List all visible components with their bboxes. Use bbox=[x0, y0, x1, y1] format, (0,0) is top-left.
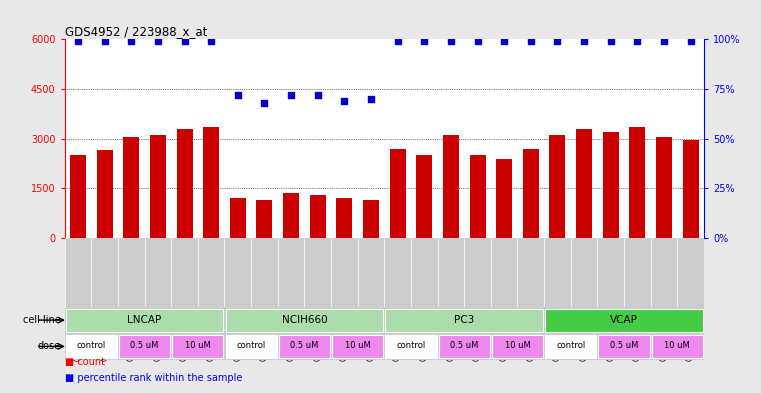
Text: dose: dose bbox=[38, 342, 61, 351]
Bar bbox=[470, 155, 486, 238]
Bar bbox=[172, 335, 224, 358]
Text: 10 uM: 10 uM bbox=[185, 342, 211, 351]
Text: VCAP: VCAP bbox=[610, 314, 638, 325]
Point bbox=[231, 92, 244, 98]
Text: 10 uM: 10 uM bbox=[505, 342, 530, 351]
Bar bbox=[492, 335, 543, 358]
Point bbox=[604, 38, 616, 44]
Text: control: control bbox=[237, 342, 266, 351]
Text: 0.5 uM: 0.5 uM bbox=[130, 342, 159, 351]
Text: GDS4952 / 223988_x_at: GDS4952 / 223988_x_at bbox=[65, 25, 207, 38]
Bar bbox=[332, 335, 384, 358]
Bar bbox=[97, 151, 113, 238]
Text: NCIH660: NCIH660 bbox=[282, 314, 327, 325]
Bar bbox=[150, 136, 166, 238]
Point bbox=[72, 38, 84, 44]
Text: ■ percentile rank within the sample: ■ percentile rank within the sample bbox=[65, 373, 242, 383]
Point bbox=[391, 38, 403, 44]
Bar bbox=[549, 136, 565, 238]
Text: ■ count: ■ count bbox=[65, 358, 105, 367]
Text: 10 uM: 10 uM bbox=[664, 342, 690, 351]
Bar bbox=[443, 136, 459, 238]
Point bbox=[151, 38, 164, 44]
Bar bbox=[438, 335, 490, 358]
Point bbox=[498, 38, 510, 44]
Text: LNCAP: LNCAP bbox=[127, 314, 162, 325]
Point bbox=[524, 38, 537, 44]
Point bbox=[125, 38, 137, 44]
Point bbox=[551, 38, 563, 44]
Text: 10 uM: 10 uM bbox=[345, 342, 371, 351]
Point bbox=[178, 38, 190, 44]
Point bbox=[98, 38, 111, 44]
Bar bbox=[603, 132, 619, 238]
Bar bbox=[576, 129, 592, 238]
Bar bbox=[651, 335, 703, 358]
Bar bbox=[65, 335, 117, 358]
Bar bbox=[70, 155, 86, 238]
Point bbox=[444, 38, 457, 44]
Point bbox=[658, 38, 670, 44]
Bar bbox=[545, 335, 597, 358]
Bar bbox=[598, 335, 650, 358]
Bar bbox=[123, 137, 139, 238]
Bar bbox=[225, 309, 384, 332]
Text: cell line: cell line bbox=[23, 315, 61, 325]
Point bbox=[578, 38, 590, 44]
Text: control: control bbox=[77, 342, 106, 351]
Bar bbox=[230, 198, 246, 238]
Point bbox=[471, 38, 484, 44]
Point bbox=[338, 98, 350, 104]
Bar bbox=[683, 140, 699, 238]
Bar bbox=[65, 309, 224, 332]
Text: control: control bbox=[396, 342, 425, 351]
Point bbox=[258, 100, 271, 106]
Bar bbox=[119, 335, 170, 358]
Point bbox=[205, 38, 218, 44]
Bar bbox=[363, 200, 379, 238]
Point bbox=[285, 92, 297, 98]
Bar bbox=[256, 200, 272, 238]
Bar bbox=[416, 155, 432, 238]
Bar bbox=[385, 309, 543, 332]
Text: 0.5 uM: 0.5 uM bbox=[290, 342, 319, 351]
Bar bbox=[629, 127, 645, 238]
Point bbox=[419, 38, 431, 44]
Bar bbox=[283, 193, 299, 238]
Text: PC3: PC3 bbox=[454, 314, 474, 325]
Point bbox=[684, 38, 696, 44]
Bar bbox=[385, 335, 437, 358]
Bar bbox=[336, 198, 352, 238]
Bar bbox=[523, 149, 539, 238]
Text: control: control bbox=[556, 342, 585, 351]
Bar bbox=[225, 335, 277, 358]
Text: 0.5 uM: 0.5 uM bbox=[610, 342, 638, 351]
Bar bbox=[545, 309, 703, 332]
Bar bbox=[496, 159, 512, 238]
Point bbox=[365, 96, 377, 102]
Bar bbox=[390, 149, 406, 238]
Bar bbox=[310, 195, 326, 238]
Point bbox=[631, 38, 643, 44]
Bar bbox=[279, 335, 330, 358]
Bar bbox=[656, 137, 672, 238]
Text: 0.5 uM: 0.5 uM bbox=[450, 342, 479, 351]
Bar bbox=[177, 129, 193, 238]
Point bbox=[312, 92, 324, 98]
Bar bbox=[203, 127, 219, 238]
